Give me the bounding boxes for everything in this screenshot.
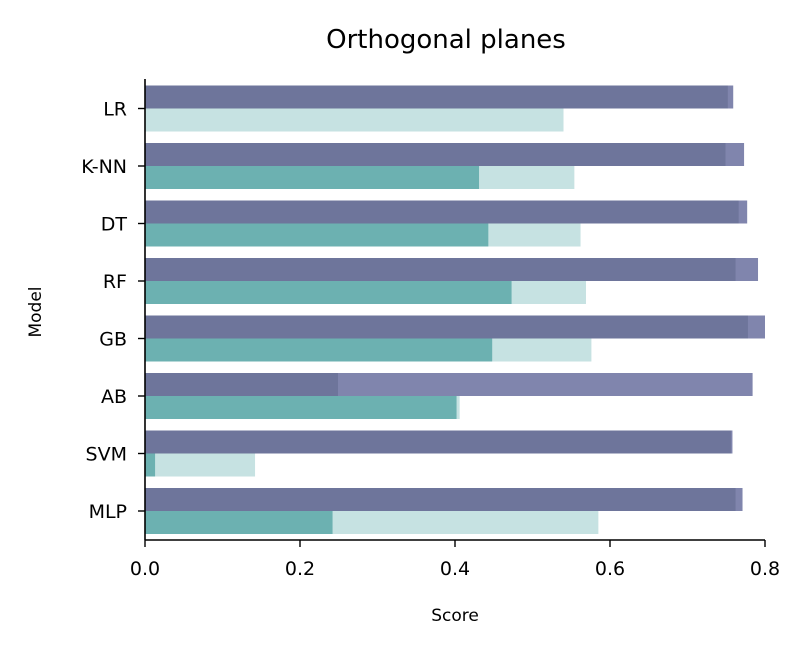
x-tick-label-3: 0.6 (595, 558, 625, 580)
x-axis-label: Score (431, 606, 479, 626)
x-axis-ticks: 0.0 0.2 0.4 0.6 0.8 (130, 540, 780, 580)
y-tick-label-k-nn: K-NN (81, 156, 127, 178)
y-tick-label-gb: GB (99, 329, 127, 351)
y-tick-label-svm: SVM (86, 444, 127, 466)
x-tick-label-4: 0.8 (750, 558, 780, 580)
y-tick-label-lr: LR (103, 99, 127, 121)
bar-lower-front-dt (145, 223, 489, 247)
bar-upper-front-ab (145, 373, 338, 396)
y-axis-ticks: LR K-NN DT RF GB AB SVM MLP (81, 99, 145, 523)
bar-lower-front-svm (145, 453, 156, 477)
bar-lower-front-rf (145, 281, 512, 304)
bars-layer (145, 85, 765, 534)
bar-upper-front-mlp (145, 488, 736, 511)
bar-lower-back-svm (145, 453, 256, 477)
bar-lower-front-mlp (145, 511, 333, 534)
y-tick-label-rf: RF (103, 271, 127, 293)
bar-lower-front-ab (145, 396, 457, 419)
chart-title: Orthogonal planes (326, 25, 566, 55)
y-tick-label-dt: DT (101, 214, 128, 236)
bar-upper-front-k-nn (145, 143, 726, 166)
bar-upper-front-rf (145, 258, 736, 281)
y-tick-label-ab: AB (101, 386, 127, 408)
bar-lower-back-lr (145, 108, 564, 132)
bar-upper-front-lr (145, 85, 728, 109)
x-tick-label-1: 0.2 (285, 558, 315, 580)
x-tick-label-0: 0.0 (130, 558, 160, 580)
bar-upper-front-gb (145, 315, 748, 339)
y-tick-label-mlp: MLP (89, 501, 127, 523)
y-axis-label: Model (26, 286, 46, 337)
bar-upper-front-svm (145, 430, 731, 454)
bar-lower-front-gb (145, 338, 493, 362)
bar-lower-front-k-nn (145, 166, 480, 189)
x-tick-label-2: 0.4 (440, 558, 470, 580)
bar-upper-front-dt (145, 200, 739, 224)
